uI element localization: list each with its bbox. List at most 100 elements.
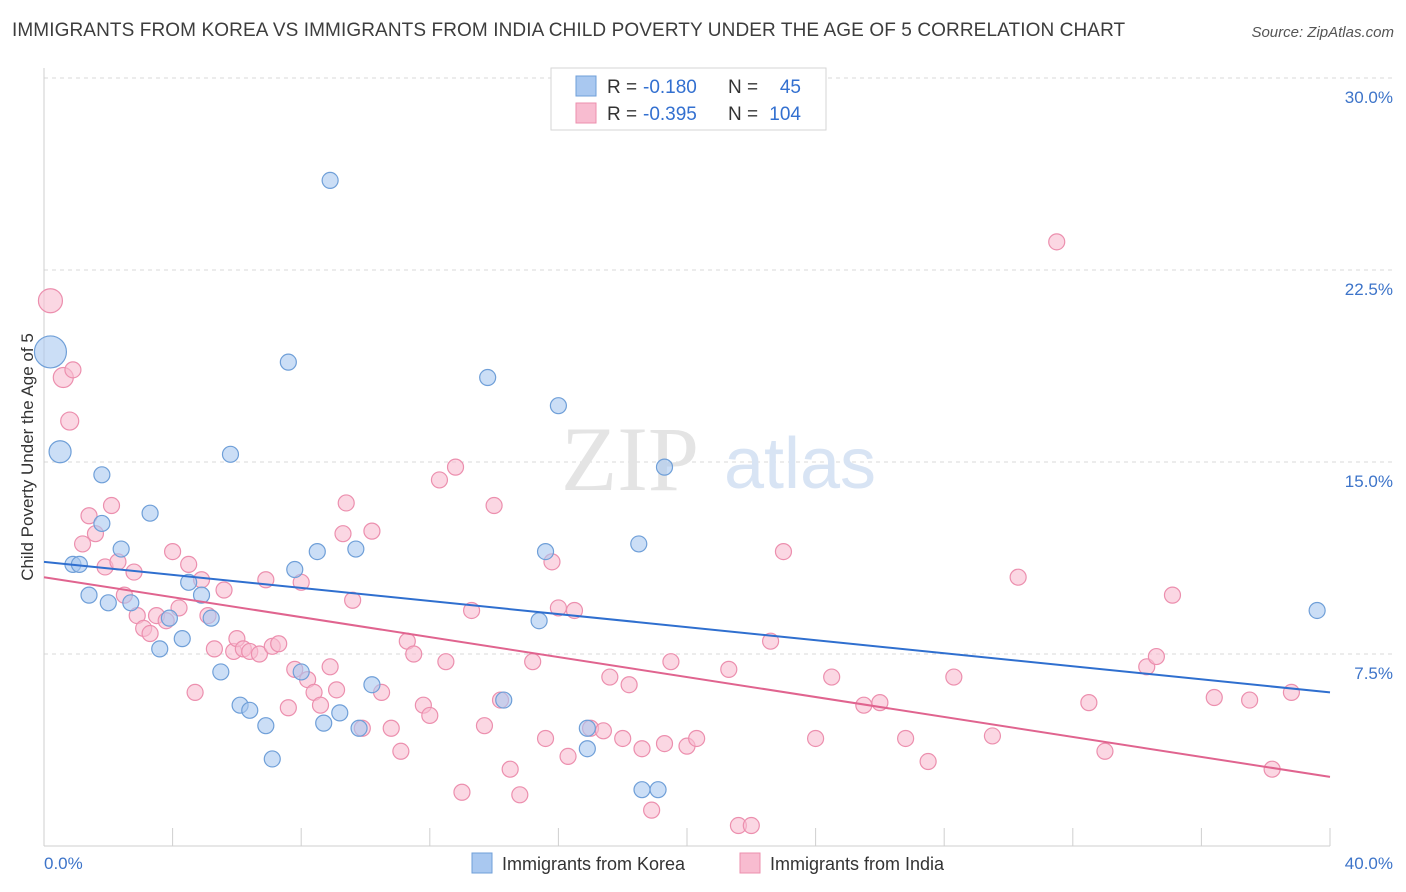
india-point <box>363 522 381 540</box>
india-point <box>655 734 674 753</box>
korea-point <box>48 440 72 464</box>
legend-korea-swatch <box>471 852 493 874</box>
korea-point <box>80 586 98 604</box>
watermark-zip: ZIP <box>561 408 699 510</box>
korea-n-value: 45 <box>780 77 801 98</box>
india-point <box>742 816 760 835</box>
korea-point <box>257 717 275 735</box>
india-point <box>80 507 98 525</box>
india-point <box>446 458 465 476</box>
india-point <box>392 742 410 760</box>
india-point <box>279 699 297 717</box>
india-point <box>37 288 64 314</box>
india-point <box>270 635 288 653</box>
korea-r-label: R = <box>607 77 637 98</box>
korea-r-value: -0.180 <box>643 77 697 98</box>
x-tick-label-min: 0.0% <box>44 854 83 873</box>
korea-point <box>221 445 240 463</box>
india-point <box>102 496 121 515</box>
india-point <box>430 471 449 489</box>
korea-point <box>649 781 667 799</box>
india-point <box>215 581 233 599</box>
india-point <box>919 752 937 771</box>
india-point <box>382 719 400 737</box>
korea-point <box>308 542 326 561</box>
legend-india-label: Immigrants from India <box>770 854 945 874</box>
india-point <box>180 555 198 574</box>
korea-point <box>173 630 191 648</box>
india-point <box>1147 647 1165 666</box>
india-point <box>614 729 632 748</box>
india-point <box>337 494 355 512</box>
india-point <box>205 640 223 658</box>
legend-india-swatch <box>739 852 761 874</box>
korea-point <box>549 397 568 415</box>
korea-n-label: N = <box>728 77 758 98</box>
x-tick-label-max: 40.0% <box>1345 854 1393 873</box>
korea-point <box>141 504 159 522</box>
korea-point <box>479 368 497 387</box>
y-axis-title: Child Poverty Under the Age of 5 <box>18 333 37 581</box>
korea-point <box>331 704 349 722</box>
india-point <box>453 783 471 801</box>
india-point <box>421 706 439 725</box>
korea-point <box>202 609 220 627</box>
india-point <box>594 722 613 740</box>
korea-legend-swatch <box>575 75 597 97</box>
india-point <box>536 729 555 748</box>
watermark-atlas: atlas <box>724 424 876 504</box>
india-series <box>37 233 1301 835</box>
india-point <box>688 729 706 748</box>
stats-legend-box <box>550 67 827 131</box>
korea-point <box>180 573 198 591</box>
india-point <box>141 624 159 643</box>
y-tick-label: 22.5% <box>1345 280 1393 299</box>
india-point <box>823 668 841 686</box>
india-point <box>1096 742 1114 760</box>
india-point <box>1080 694 1098 712</box>
korea-point <box>33 335 68 369</box>
india-point <box>475 717 494 735</box>
korea-point <box>99 594 117 612</box>
india-point <box>64 361 82 379</box>
source-credit: Source: ZipAtlas.com <box>1251 24 1394 41</box>
korea-point <box>112 540 130 558</box>
india-point <box>321 658 339 676</box>
korea-point <box>536 542 555 561</box>
korea-point <box>315 714 333 732</box>
india-point <box>524 653 542 671</box>
india-point <box>761 632 780 650</box>
india-point <box>250 645 269 663</box>
x-tick-marks <box>43 828 1331 846</box>
korea-point <box>347 540 365 558</box>
korea-point <box>530 612 548 630</box>
india-r-value: -0.395 <box>643 104 697 125</box>
y-tick-label: 15.0% <box>1345 472 1393 491</box>
india-point <box>485 496 503 515</box>
india-n-value: 104 <box>769 104 801 125</box>
india-point <box>720 660 738 678</box>
trend-lines <box>43 560 1331 778</box>
korea-trend-line <box>43 560 1331 694</box>
india-point <box>334 525 352 543</box>
india-point <box>501 760 519 778</box>
korea-series <box>33 171 1326 799</box>
korea-point <box>578 740 596 758</box>
india-point <box>311 696 330 714</box>
india-point <box>620 676 638 694</box>
india-point <box>437 653 455 671</box>
india-point <box>60 411 80 431</box>
india-point <box>633 740 651 758</box>
india-point <box>945 668 963 686</box>
korea-point <box>241 701 259 719</box>
india-point <box>601 668 619 686</box>
legend-korea-label: Immigrants from Korea <box>502 854 686 874</box>
korea-point <box>263 750 281 768</box>
india-point <box>774 542 793 561</box>
korea-point <box>122 594 140 612</box>
stats-legend: R = -0.180 N = 45 R = -0.395 N = 104 <box>550 67 827 131</box>
korea-point <box>363 676 381 694</box>
korea-point <box>286 560 304 579</box>
india-legend-swatch <box>575 102 597 124</box>
